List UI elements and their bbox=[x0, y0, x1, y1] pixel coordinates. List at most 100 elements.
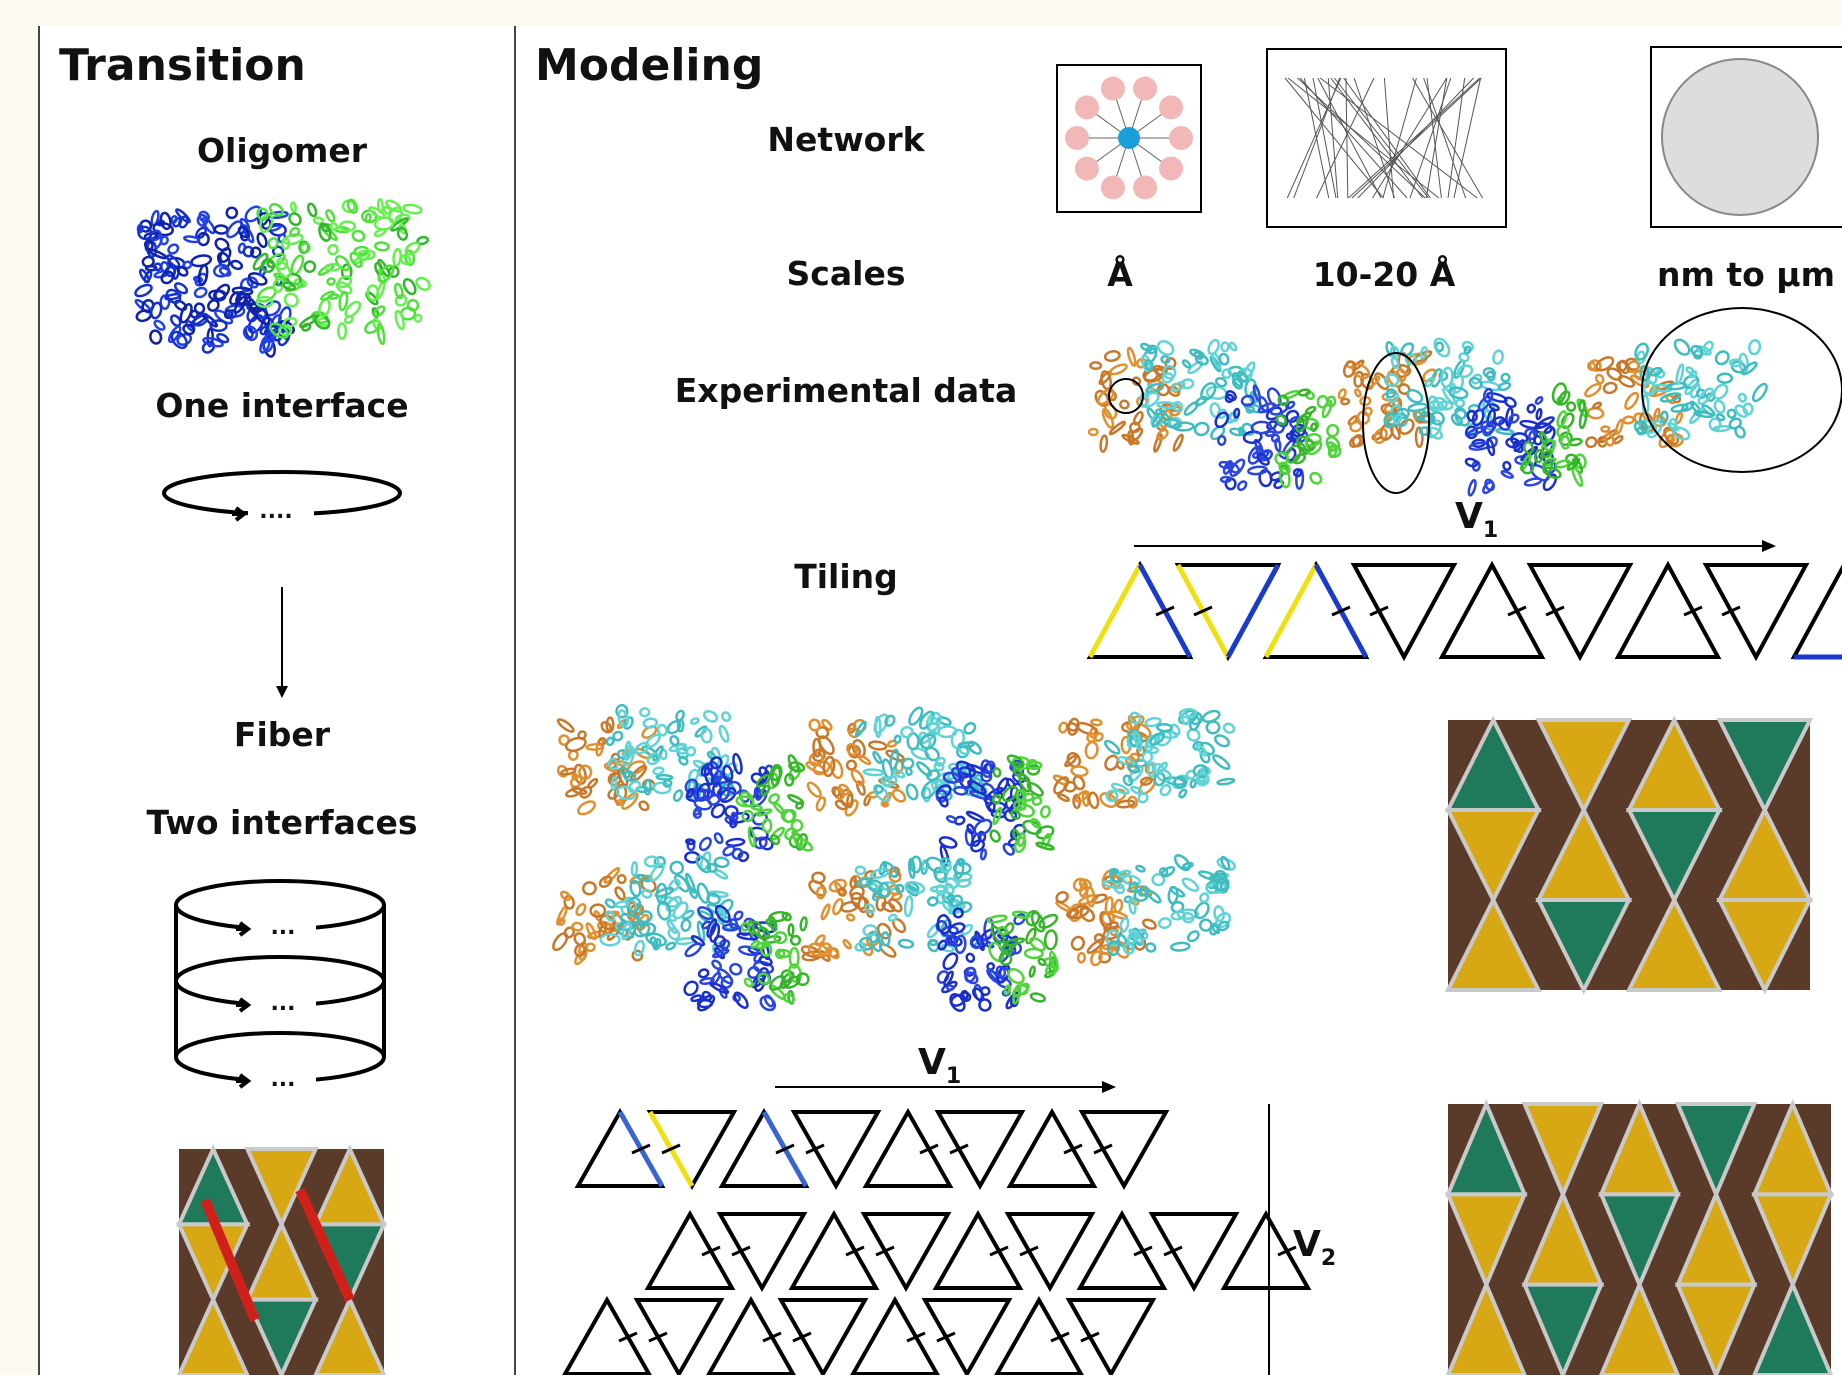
protein-fragment bbox=[1129, 711, 1142, 725]
tile-tick bbox=[1193, 605, 1213, 617]
protein-fragment bbox=[1751, 382, 1768, 403]
protein-fragment bbox=[806, 781, 822, 798]
protein-fragment bbox=[1486, 392, 1508, 404]
photo-panel bbox=[1674, 1102, 1758, 1200]
protein-fragment bbox=[1039, 805, 1051, 819]
contact-line bbox=[1333, 77, 1429, 199]
protein-fragment bbox=[1173, 854, 1191, 872]
protein-fragment bbox=[214, 237, 230, 252]
protein-fragment bbox=[252, 252, 269, 271]
protein-fragment bbox=[701, 920, 712, 930]
photo-panel bbox=[1716, 718, 1814, 815]
protein-fragment bbox=[339, 220, 357, 232]
protein-fragment bbox=[979, 848, 988, 861]
protein-fragment bbox=[1189, 348, 1205, 359]
protein-fragment bbox=[1001, 938, 1018, 952]
protein-fragment bbox=[282, 281, 297, 291]
v1-sub: 1 bbox=[1483, 518, 1498, 543]
protein-fragment bbox=[992, 767, 1002, 778]
contact-line bbox=[1345, 77, 1349, 199]
protein-fragment bbox=[1124, 755, 1136, 765]
ring-gap bbox=[246, 995, 316, 1011]
protein-fragment bbox=[1659, 392, 1682, 403]
protein-fragment bbox=[616, 873, 627, 885]
protein-fragment bbox=[623, 770, 637, 782]
protein-fragment bbox=[808, 718, 821, 732]
protein-fragment bbox=[382, 205, 392, 215]
protein-fragment bbox=[1056, 793, 1070, 803]
protein-fragment bbox=[751, 920, 767, 940]
protein-fragment bbox=[1468, 376, 1483, 390]
protein-fragment bbox=[864, 870, 877, 881]
protein-fragment bbox=[404, 241, 421, 256]
protein-fragment bbox=[1157, 917, 1172, 930]
protein-fragment bbox=[183, 235, 201, 244]
network-node bbox=[1159, 156, 1184, 181]
protein-fragment bbox=[652, 781, 672, 795]
protein-fragment bbox=[1304, 390, 1315, 401]
protein-fragment bbox=[239, 217, 251, 231]
scale-label: 10-20 Å bbox=[1313, 254, 1456, 294]
protein-fragment bbox=[721, 711, 732, 723]
contact-line bbox=[1412, 77, 1484, 199]
protein-fragment bbox=[160, 270, 175, 285]
protein-fragment bbox=[256, 207, 269, 221]
protein-fragment bbox=[854, 941, 867, 952]
protein-fragment bbox=[1028, 965, 1036, 978]
protein-fragment bbox=[201, 216, 216, 235]
protein-fragment bbox=[1542, 459, 1554, 475]
contact-line bbox=[1353, 77, 1395, 199]
protein-fragment bbox=[619, 766, 631, 779]
protein-fragment bbox=[607, 757, 619, 771]
protein-fragment bbox=[1127, 795, 1138, 809]
protein-fragment bbox=[299, 314, 319, 329]
network-node bbox=[1100, 175, 1125, 200]
protein-fragment bbox=[817, 942, 833, 958]
protein-fragment bbox=[1151, 873, 1166, 887]
protein-fragment bbox=[963, 721, 977, 735]
fiber-label: Fiber bbox=[234, 715, 331, 754]
protein-fragment bbox=[936, 914, 952, 935]
protein-fragment bbox=[1199, 918, 1213, 932]
protein-fragment bbox=[1466, 409, 1478, 423]
protein-fragment bbox=[556, 718, 575, 733]
v1-sub: 1 bbox=[946, 1064, 961, 1089]
protein-fragment bbox=[887, 913, 898, 922]
protein-fragment bbox=[782, 808, 797, 824]
protein-fragment bbox=[868, 740, 888, 751]
protein-fragment bbox=[713, 770, 724, 783]
protein-fragment bbox=[175, 208, 191, 224]
protein-fragment bbox=[377, 264, 395, 283]
protein-fragment bbox=[1448, 386, 1469, 400]
tile-tick bbox=[661, 1143, 681, 1155]
protein-fragment bbox=[697, 906, 714, 920]
protein-fragment bbox=[837, 887, 847, 897]
protein-fragment bbox=[1482, 480, 1495, 495]
protein-fragment bbox=[166, 254, 181, 269]
tile-tick bbox=[1369, 605, 1389, 617]
protein-fragment bbox=[1128, 881, 1139, 893]
protein-fragment bbox=[373, 305, 386, 318]
protein-fragment bbox=[1104, 754, 1120, 771]
protein-fragment bbox=[641, 745, 659, 758]
protein-fragment bbox=[1667, 421, 1680, 432]
protein-fragment bbox=[1485, 370, 1496, 382]
protein-fragment bbox=[615, 798, 624, 807]
protein-fragment bbox=[144, 264, 158, 272]
protein-fragment bbox=[1616, 360, 1628, 372]
protein-fragment bbox=[905, 783, 919, 801]
protein-fragment bbox=[1199, 892, 1210, 904]
protein-fragment bbox=[706, 862, 718, 873]
protein-fragment bbox=[1285, 409, 1300, 424]
protein-fragment bbox=[870, 867, 891, 880]
protein-fragment bbox=[1126, 346, 1137, 367]
protein-fragment bbox=[793, 837, 814, 852]
protein-fragment bbox=[787, 754, 800, 773]
protein-fragment bbox=[690, 994, 703, 1003]
protein-fragment bbox=[312, 216, 324, 225]
protein-fragment bbox=[919, 733, 937, 750]
tile-edge bbox=[1087, 563, 1143, 659]
protein-fragment bbox=[1058, 721, 1069, 734]
protein-fragment bbox=[685, 872, 696, 894]
protein-fragment bbox=[1070, 765, 1089, 778]
